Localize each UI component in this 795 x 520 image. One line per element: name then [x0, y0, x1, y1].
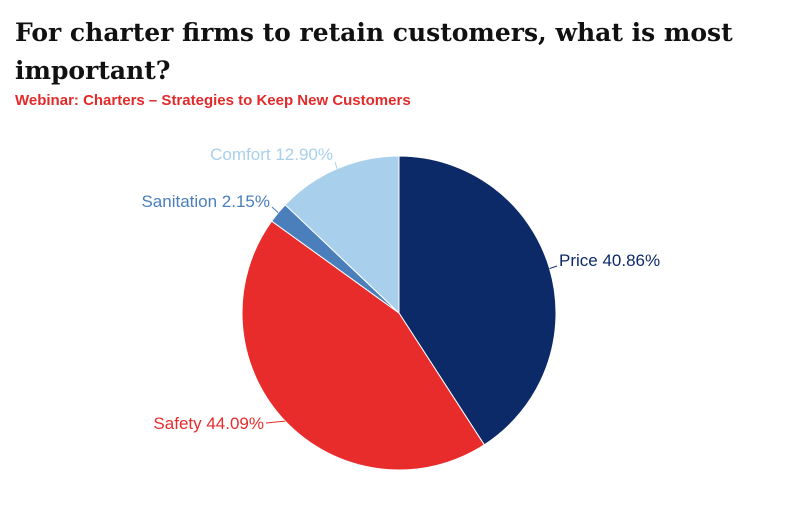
slice-label-comfort: Comfort 12.90% [210, 145, 333, 164]
leader-line-safety [265, 420, 286, 424]
chart-subtitle: Webinar: Charters – Strategies to Keep N… [15, 92, 411, 109]
pie-slice-comfort[interactable] [284, 155, 400, 315]
pie-slice-price[interactable] [398, 155, 557, 446]
slice-label-safety: Safety 44.09% [153, 414, 264, 433]
leader-line-price [549, 265, 558, 270]
leader-line-sanitation [271, 206, 279, 214]
slice-label-price: Price 40.86% [559, 251, 660, 270]
leader-line-comfort [334, 161, 338, 169]
chart-title: For charter firms to retain customers, w… [15, 18, 733, 85]
slice-label-sanitation: Sanitation 2.15% [141, 192, 270, 211]
